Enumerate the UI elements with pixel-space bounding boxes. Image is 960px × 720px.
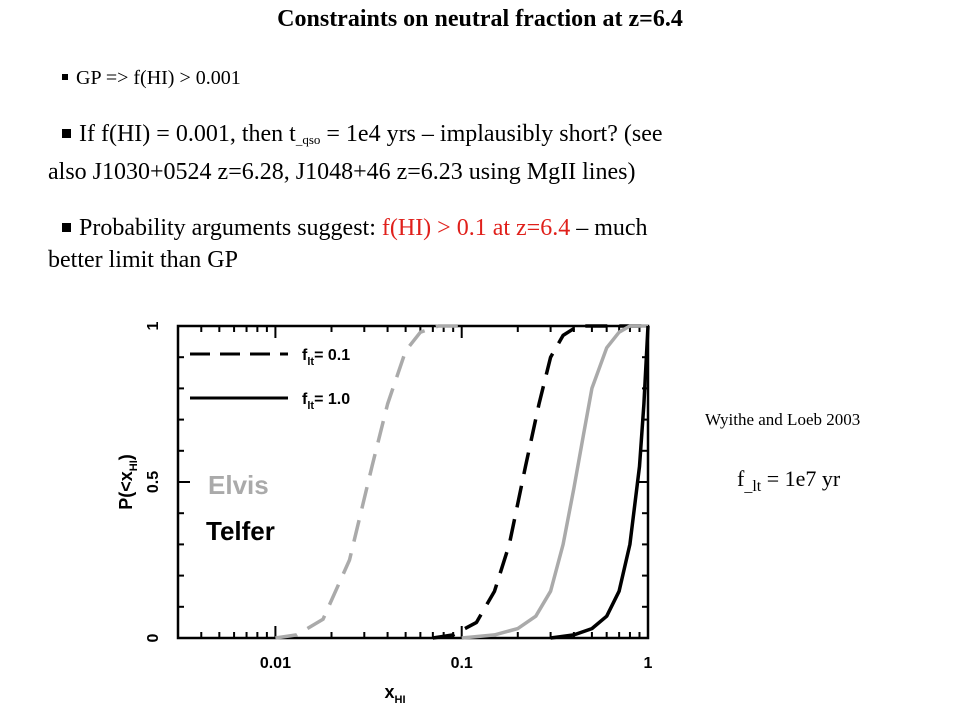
curves xyxy=(275,324,650,640)
lifetime-label: f_lt = 1e7 yr xyxy=(737,466,840,496)
annotation-telfer: Telfer xyxy=(206,516,275,546)
bullet-marker xyxy=(62,74,68,81)
lifetime-value: = 1e7 yr xyxy=(761,466,841,491)
slide-title: Constraints on neutral fraction at z=6.4 xyxy=(277,6,683,32)
lifetime-f: f xyxy=(737,466,745,491)
series-line-telfer-solid xyxy=(550,325,650,640)
y-axis-label-close: ) xyxy=(116,454,136,460)
bullet2-text-b: = 1e4 yrs – implausibly short? (see xyxy=(320,121,663,147)
series-line-elvis-solid xyxy=(461,324,648,640)
series-line-elvis-dashed xyxy=(275,324,462,640)
figure-credit: Wyithe and Loeb 2003 xyxy=(705,410,861,429)
x-tick-label: 0.01 xyxy=(260,655,291,672)
lifetime-subscript: _lt xyxy=(744,478,762,495)
bullet3-text-c: better limit than GP xyxy=(48,247,238,273)
x-tick-label: 0.1 xyxy=(451,655,473,672)
legend-label-f: f xyxy=(302,391,308,408)
y-tick-label: 1 xyxy=(145,321,162,330)
series-line-telfer-dashed xyxy=(432,324,648,640)
legend-label-subscript: lt xyxy=(307,400,314,412)
y-tick-label: 0 xyxy=(145,633,162,642)
legend-label-value: = 0.1 xyxy=(314,347,350,364)
bullet2-text-a: If f(HI) = 0.001, then t xyxy=(79,121,296,147)
x-tick-label: 1 xyxy=(644,655,653,672)
bullet-marker xyxy=(62,128,71,138)
bullet-gp: GP => f(HI) > 0.001 xyxy=(62,62,912,94)
x-axis-label: xHI xyxy=(384,682,405,706)
y-axis-label-subscript: HI xyxy=(128,460,140,471)
y-tick-label: 0.5 xyxy=(145,471,162,493)
bullet2-subscript: _qso xyxy=(295,132,321,147)
annotation-elvis: Elvis xyxy=(208,470,269,500)
bullet2-text-c: also J1030+0524 z=6.28, J1048+46 z=6.23 … xyxy=(48,159,636,185)
bullet3-highlight: f(HI) > 0.1 at z=6.4 xyxy=(381,215,571,241)
bullet-gp-text: GP => f(HI) > 0.001 xyxy=(76,67,241,89)
axis-labels: 0.01 0.1 1 0 0.5 1 xHI P(<xHI) xyxy=(116,321,653,706)
y-axis-label: P(<xHI) xyxy=(116,454,140,510)
bullet3-text-b: – much xyxy=(570,215,648,241)
bullet-probability: Probability arguments suggest: f(HI) > 0… xyxy=(48,212,912,276)
x-axis-label-subscript: HI xyxy=(395,694,406,706)
legend-label: flt= 0.1 xyxy=(302,347,350,368)
legend-label: flt= 1.0 xyxy=(302,391,350,412)
legend-label-f: f xyxy=(302,347,308,364)
legend-label-value: = 1.0 xyxy=(314,391,350,408)
legend-label-subscript: lt xyxy=(307,356,314,368)
bullet-quasar-lifetime: If f(HI) = 0.001, then t_qso = 1e4 yrs –… xyxy=(48,118,912,188)
bullet-marker xyxy=(62,222,71,232)
bullet3-text-a: Probability arguments suggest: xyxy=(79,215,382,241)
